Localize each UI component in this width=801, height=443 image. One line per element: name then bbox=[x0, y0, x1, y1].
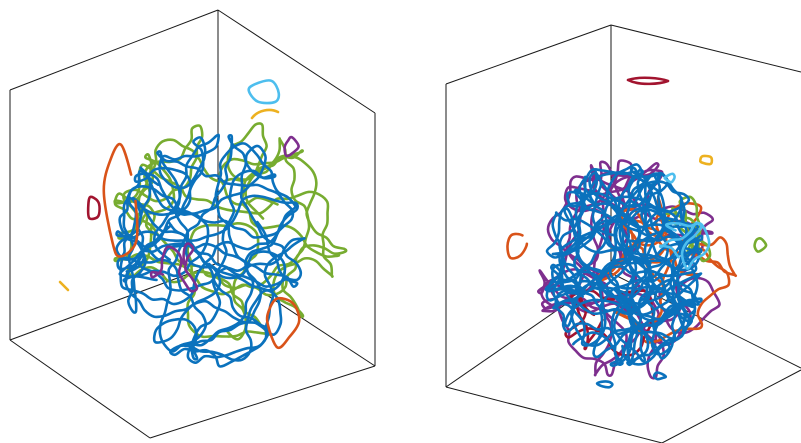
vortex-loop bbox=[658, 221, 711, 270]
right-box-edge bbox=[445, 24, 612, 85]
right-vortex-loops bbox=[506, 76, 768, 389]
left-vortex-loops bbox=[58, 79, 348, 368]
left-box-edge bbox=[217, 9, 376, 114]
vortex-loop bbox=[118, 133, 277, 361]
vortex-loop bbox=[663, 172, 676, 184]
vortex-loop bbox=[283, 135, 300, 158]
vortex-loop bbox=[626, 76, 670, 86]
vortex-loop bbox=[265, 296, 301, 350]
vortex-loop bbox=[113, 122, 341, 319]
vortex-loop bbox=[119, 142, 299, 368]
vortex-loop bbox=[122, 133, 303, 288]
vortex-loop bbox=[595, 380, 614, 389]
vortex-loop bbox=[102, 142, 139, 258]
vortex-loop bbox=[540, 160, 715, 380]
vortex-loop bbox=[698, 154, 714, 166]
vortex-loop bbox=[149, 242, 199, 293]
left-vortex-panel bbox=[9, 9, 376, 439]
left-box-edge bbox=[149, 365, 376, 439]
vortex-loop bbox=[247, 79, 281, 105]
vortex-loop bbox=[550, 173, 703, 366]
vortex-loop bbox=[652, 371, 668, 381]
left-box-edge bbox=[9, 339, 151, 439]
left-bounding-box bbox=[9, 9, 376, 439]
left-box-edge bbox=[9, 262, 219, 341]
vortex-loop bbox=[86, 195, 101, 221]
vortex-loop bbox=[506, 232, 529, 260]
right-box-edge bbox=[610, 24, 801, 73]
vortex-loop bbox=[250, 108, 280, 120]
right-vortex-panel bbox=[445, 24, 801, 443]
vortex-loop bbox=[58, 280, 70, 292]
vortex-loop bbox=[115, 150, 295, 336]
vortex-loop bbox=[545, 170, 704, 366]
right-box-edge bbox=[445, 386, 663, 443]
vortex-loop bbox=[753, 237, 768, 253]
right-box-edge bbox=[661, 369, 801, 443]
left-box-edge bbox=[9, 9, 219, 91]
